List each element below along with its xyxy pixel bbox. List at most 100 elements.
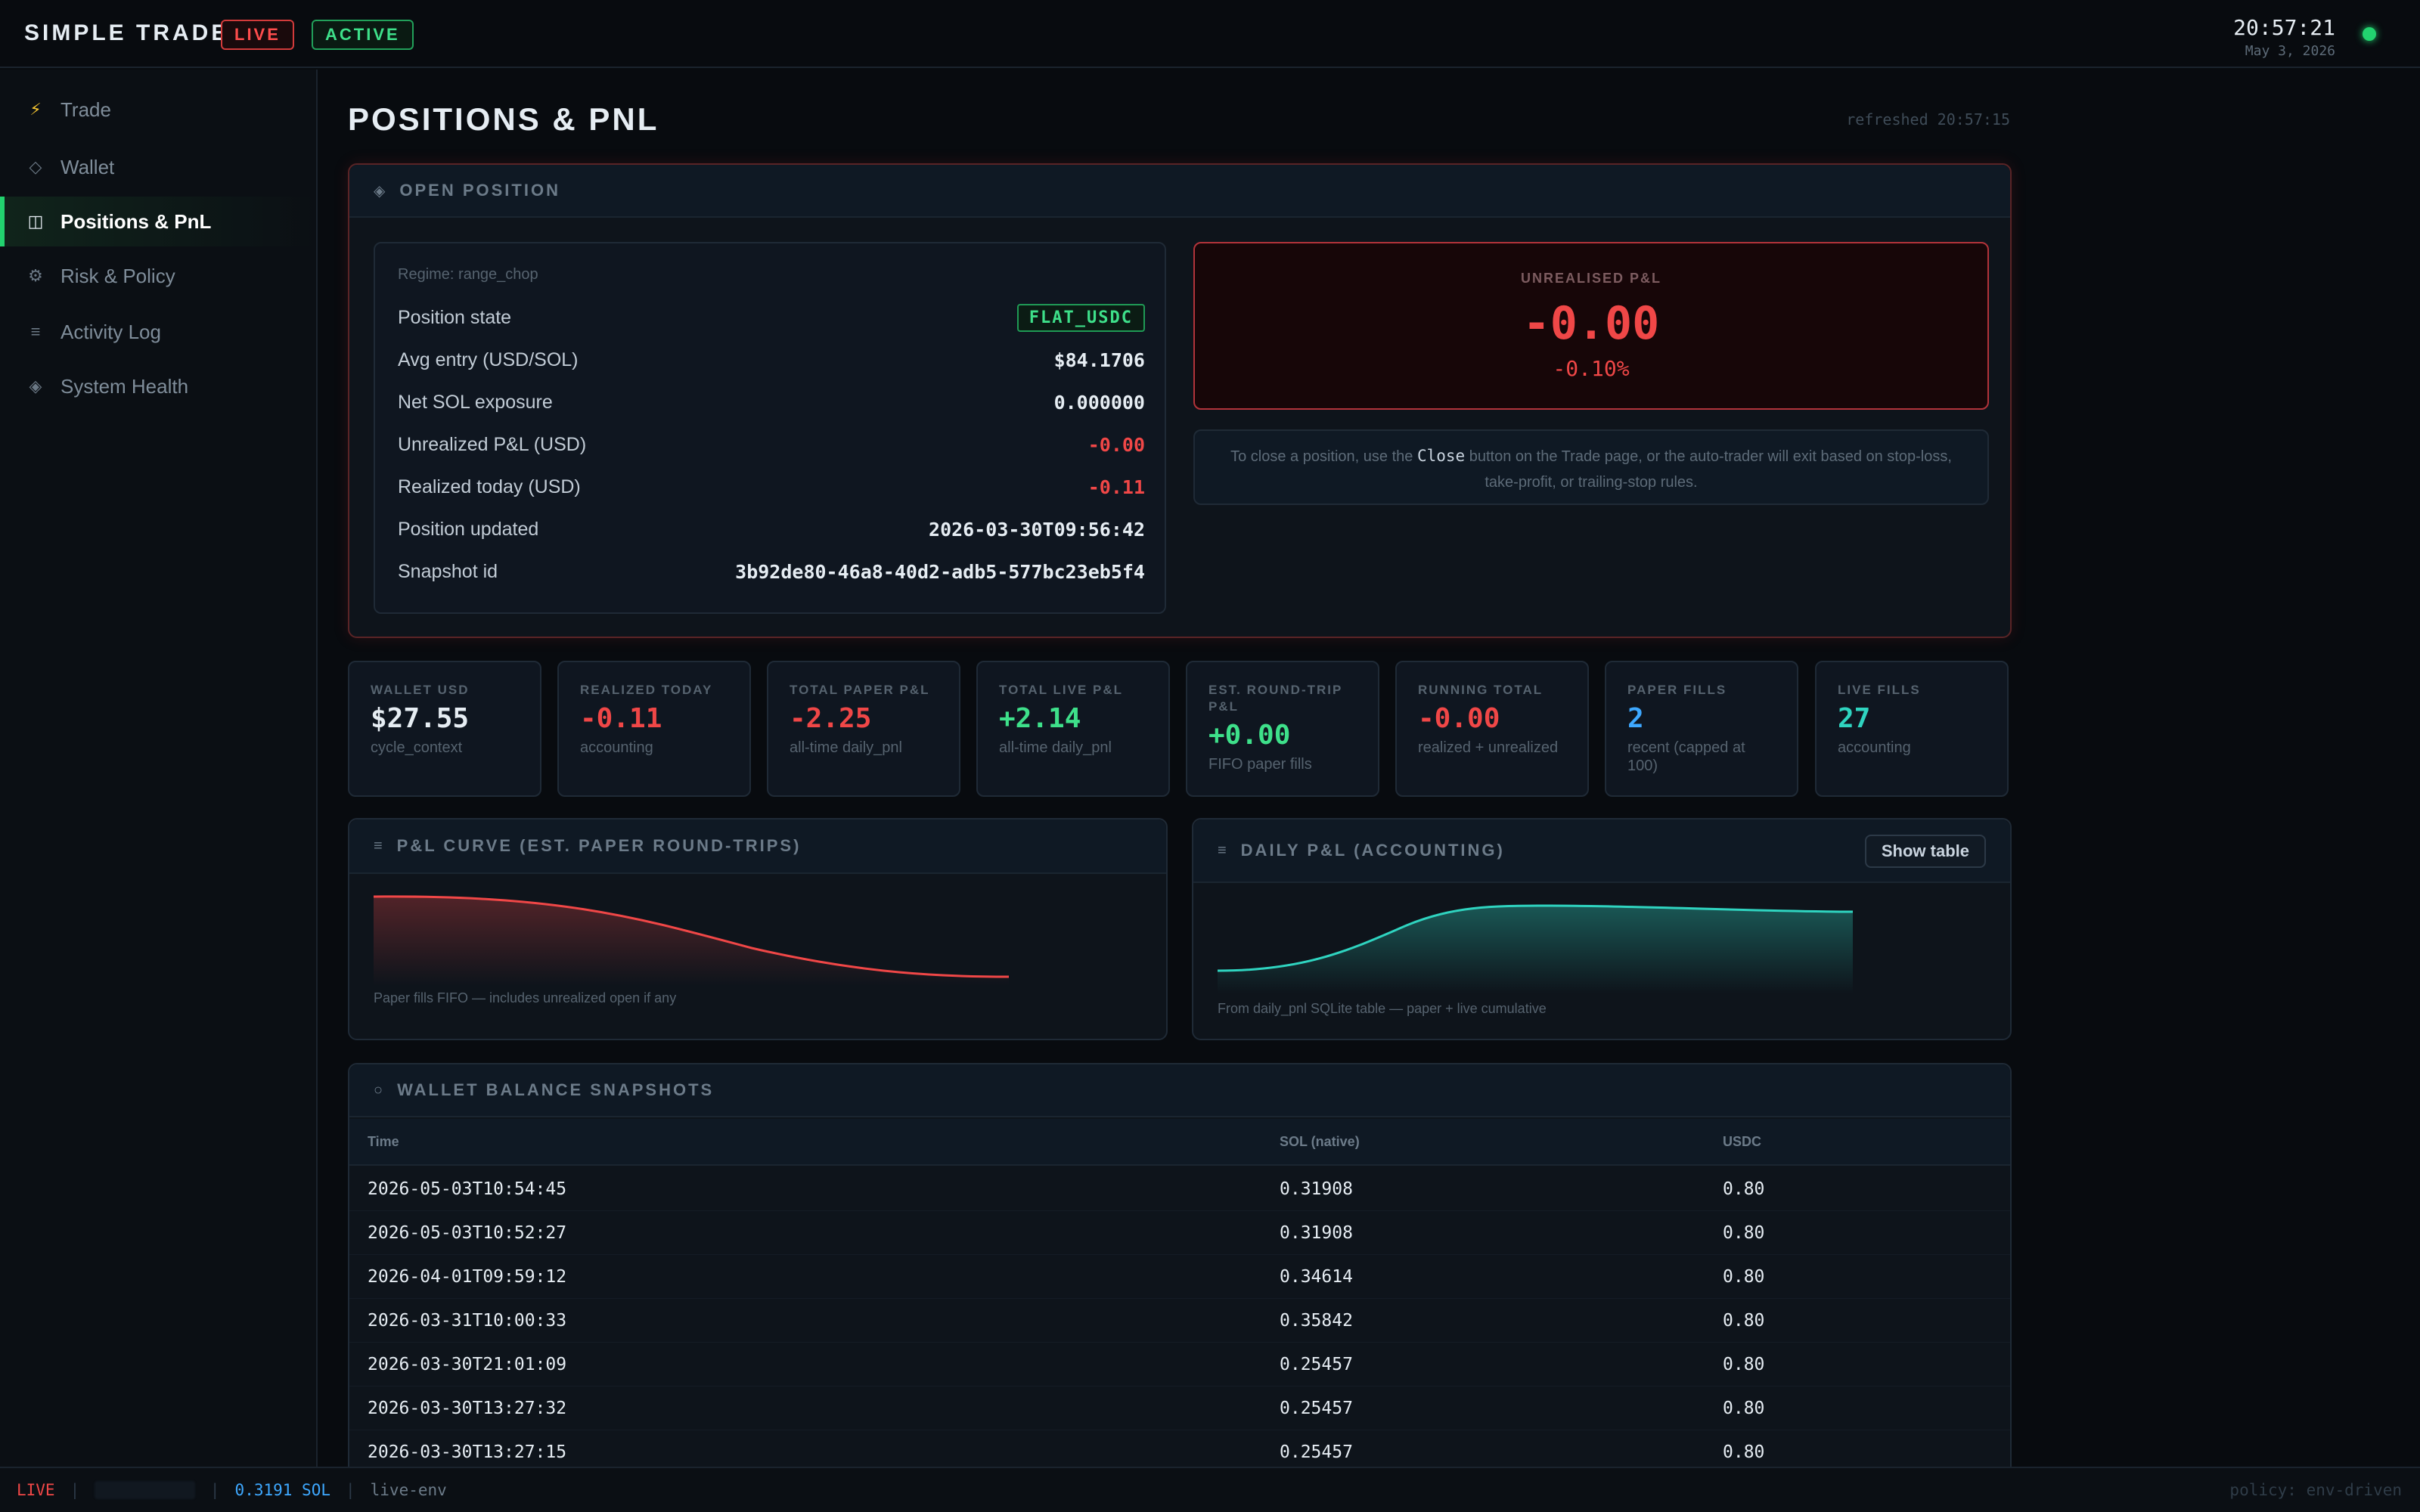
cell-usdc: 0.80 (1723, 1179, 1765, 1199)
panel-header: ○ WALLET BALANCE SNAPSHOTS (349, 1064, 2010, 1117)
position-state-badge: FLAT_USDC (1016, 303, 1145, 332)
table-row: 2026-04-01T09:59:12 0.34614 0.80 (349, 1255, 2010, 1299)
pnl-curve-area (374, 896, 1009, 986)
table-row: 2026-03-30T13:27:32 0.25457 0.80 (349, 1387, 2010, 1430)
table-row: 2026-05-03T10:52:27 0.31908 0.80 (349, 1211, 2010, 1255)
cell-time: 2026-05-03T10:52:27 (368, 1223, 567, 1243)
stat-label: TOTAL PAPER P&L (790, 683, 930, 697)
divider: | (70, 1481, 80, 1499)
chart-caption: From daily_pnl SQLite table — paper + li… (1218, 1001, 1547, 1016)
close-note-text: button on the Trade page, or the auto-tr… (1469, 448, 1952, 491)
stat-card-total-live-pnl: TOTAL LIVE P&L +2.14 all-time daily_pnl (976, 661, 1170, 797)
diamond-filled-icon: ◈ (374, 182, 388, 200)
stat-value: 2 (1627, 703, 1644, 734)
cell-sol: 0.25457 (1280, 1399, 1353, 1418)
cell-sol: 0.31908 (1280, 1223, 1353, 1243)
pnl-curve-panel: ≡ P&L CURVE (EST. PAPER ROUND-TRIPS) Pap… (348, 818, 1168, 1040)
sidebar-item-label: Trade (60, 98, 111, 121)
sidebar-item-label: System Health (60, 374, 189, 398)
sidebar-item-label: Wallet (60, 155, 115, 178)
stat-value: -0.00 (1418, 703, 1500, 734)
top-bar: SIMPLE TRADER LIVE ACTIVE 20:57:21 May 3… (0, 0, 2420, 68)
cell-usdc: 0.80 (1723, 1355, 1765, 1374)
clock: 20:57:21 May 3, 2026 (2233, 15, 2335, 59)
panel-header: ◈ OPEN POSITION (349, 165, 2010, 218)
detail-row-snapshot-id: Snapshot id 3b92de80-46a8-40d2-adb5-577b… (398, 556, 1145, 587)
sidebar-item-wallet[interactable]: ◇ Wallet (0, 142, 316, 192)
detail-label: Net SOL exposure (398, 391, 553, 413)
stat-value: $27.55 (371, 703, 470, 734)
unrealised-pnl-box: UNREALISED P&L -0.00 -0.10% (1193, 242, 1989, 410)
page-title: POSITIONS & PNL (348, 101, 659, 137)
close-note-keyword: Close (1416, 447, 1466, 465)
detail-value: $84.1706 (1053, 349, 1145, 371)
unrealised-label: UNREALISED P&L (1520, 271, 1661, 286)
unrealised-percent: -0.10% (1553, 356, 1630, 381)
sidebar-item-risk[interactable]: ⚙ Risk & Policy (0, 251, 316, 301)
detail-row-realized-today: Realized today (USD) -0.11 (398, 472, 1145, 502)
detail-row-position-updated: Position updated 2026-03-30T09:56:42 (398, 514, 1145, 544)
cell-sol: 0.35842 (1280, 1311, 1353, 1331)
cell-sol: 0.25457 (1280, 1442, 1353, 1462)
cell-usdc: 0.80 (1723, 1311, 1765, 1331)
panel-title: OPEN POSITION (399, 181, 560, 200)
table-row: 2026-03-30T21:01:09 0.25457 0.80 (349, 1343, 2010, 1387)
cell-sol: 0.25457 (1280, 1355, 1353, 1374)
stat-label: RUNNING TOTAL (1418, 683, 1544, 697)
sidebar-item-label: Positions & PnL (60, 209, 212, 233)
detail-row-position-state: Position state FLAT_USDC (398, 302, 1145, 333)
diamond-filled-icon: ◈ (29, 376, 42, 395)
daily-pnl-line (1218, 904, 1854, 972)
show-table-button[interactable]: Show table (1864, 835, 1986, 868)
detail-value: 3b92de80-46a8-40d2-adb5-577bc23eb5f4 (735, 560, 1145, 583)
panel-title: P&L CURVE (EST. PAPER ROUND-TRIPS) (396, 836, 802, 855)
chart-caption: Paper fills FIFO — includes unrealized o… (374, 990, 677, 1005)
detail-label: Position updated (398, 518, 539, 540)
stat-sub: all-time daily_pnl (999, 739, 1112, 756)
panel-title: DAILY P&L (ACCOUNTING) (1240, 841, 1505, 860)
stat-sub: all-time daily_pnl (790, 739, 902, 756)
sidebar-item-activity[interactable]: ≡ Activity Log (0, 307, 316, 357)
wallet-snapshots-panel: ○ WALLET BALANCE SNAPSHOTS Time SOL (nat… (348, 1063, 2012, 1486)
sidebar-item-label: Risk & Policy (60, 264, 175, 287)
stat-card-live-fills: LIVE FILLS 27 accounting (1815, 661, 2009, 797)
stat-card-running-total: RUNNING TOTAL -0.00 realized + unrealize… (1395, 661, 1589, 797)
circle-icon: ○ (374, 1081, 386, 1098)
sidebar-item-system-health[interactable]: ◈ System Health (0, 361, 316, 411)
sidebar-item-positions[interactable]: ◫ Positions & PnL (0, 197, 316, 246)
active-badge: ACTIVE (312, 20, 414, 50)
column-header-time[interactable]: Time (368, 1134, 399, 1149)
list-icon: ≡ (1218, 841, 1229, 859)
stat-card-total-paper-pnl: TOTAL PAPER P&L -2.25 all-time daily_pnl (767, 661, 960, 797)
column-header-sol[interactable]: SOL (native) (1280, 1134, 1360, 1149)
sidebar-item-trade[interactable]: ⚡ Trade (0, 85, 316, 135)
daily-pnl-chart (1218, 904, 1854, 993)
pnl-curve-chart (374, 895, 1010, 986)
diamond-icon: ◇ (29, 157, 42, 176)
app-title: SIMPLE TRADER (24, 20, 250, 45)
cell-time: 2026-03-30T21:01:09 (368, 1355, 567, 1374)
stat-sub: realized + unrealized (1418, 739, 1559, 756)
cell-usdc: 0.80 (1723, 1442, 1765, 1462)
stat-label: EST. ROUND-TRIP P&L (1208, 683, 1343, 714)
clock-time: 20:57:21 (2233, 15, 2335, 40)
stat-card-paper-fills: PAPER FILLS 2 recent (capped at 100) (1605, 661, 1798, 797)
sidebar-item-label: Activity Log (60, 320, 161, 343)
table-row: 2026-03-31T10:00:33 0.35842 0.80 (349, 1299, 2010, 1343)
detail-row-unrealized: Unrealized P&L (USD) -0.00 (398, 429, 1145, 460)
list-icon: ≡ (374, 837, 385, 854)
detail-label: Position state (398, 306, 512, 328)
pnl-curve-line (374, 895, 1010, 978)
close-note-text: To close a position, use the (1230, 448, 1413, 465)
cell-time: 2026-03-31T10:00:33 (368, 1311, 567, 1331)
divider: | (209, 1481, 220, 1499)
stat-sub: cycle_context (371, 739, 463, 756)
stat-label: TOTAL LIVE P&L (999, 683, 1124, 697)
stat-sub: accounting (580, 739, 653, 756)
refreshed-timestamp: refreshed 20:57:15 (1846, 110, 2010, 129)
column-header-usdc[interactable]: USDC (1723, 1134, 1762, 1149)
detail-value: 2026-03-30T09:56:42 (929, 518, 1145, 541)
table-header: Time SOL (native) USDC (349, 1119, 2010, 1166)
stat-card-realized-today: REALIZED TODAY -0.11 accounting (557, 661, 751, 797)
stat-label: REALIZED TODAY (580, 683, 713, 697)
